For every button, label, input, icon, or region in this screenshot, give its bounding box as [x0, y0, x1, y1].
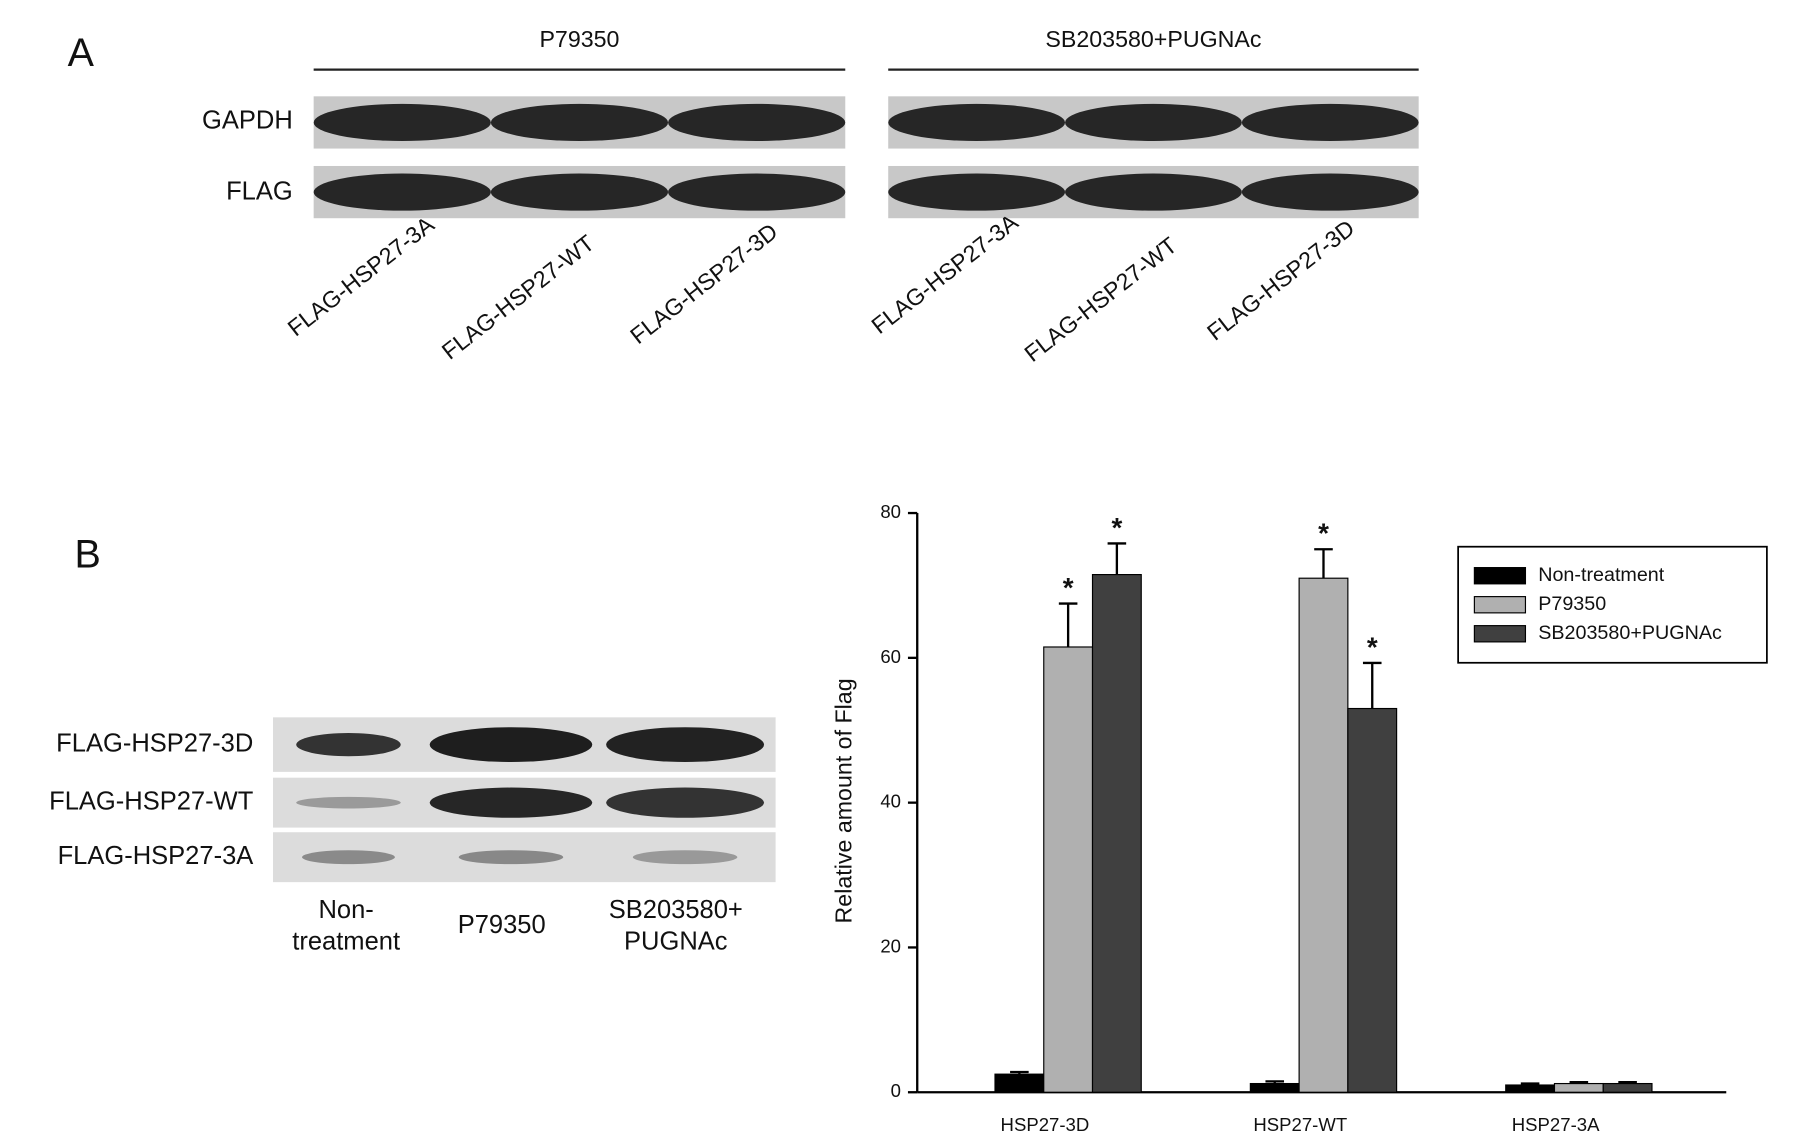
lane-label: FLAG-HSP27-3D — [1202, 215, 1359, 346]
x-tick-label: HSP27-3A — [1512, 1114, 1600, 1135]
y-tick-label: 40 — [880, 791, 901, 812]
error-bar — [1520, 1082, 1540, 1086]
error-bar — [1618, 1080, 1637, 1084]
blot-band — [1241, 103, 1419, 142]
significance-mark: * — [1367, 631, 1378, 662]
error-bar — [1010, 1070, 1029, 1075]
legend-label: P79350 — [1538, 593, 1606, 615]
bar — [994, 1073, 1045, 1093]
panel-label: B — [75, 533, 101, 577]
y-tick-label: 20 — [880, 935, 901, 956]
x-tick-label: HSP27-WT — [1253, 1114, 1347, 1135]
bar — [1602, 1082, 1653, 1093]
blot-band — [429, 727, 593, 763]
blot-band — [606, 727, 765, 763]
bar — [1347, 707, 1398, 1093]
y-tick-label: 60 — [880, 646, 901, 667]
row-label: FLAG — [226, 177, 293, 205]
bar — [1505, 1084, 1556, 1093]
blot-band — [632, 850, 738, 865]
row-label: GAPDH — [202, 107, 293, 135]
blot-band — [1065, 173, 1242, 211]
error-bar — [1265, 1080, 1285, 1084]
bar — [1553, 1082, 1604, 1093]
row-label: FLAG-HSP27-3A — [58, 842, 254, 870]
blot-band — [458, 850, 564, 865]
bar — [1298, 577, 1349, 1093]
y-tick-label: 80 — [880, 501, 901, 522]
blot-band — [313, 173, 491, 211]
lane-label: treatment — [292, 927, 400, 955]
error-bar — [1569, 1080, 1589, 1084]
lane-label: FLAG-HSP27-WT — [1019, 232, 1181, 367]
legend-swatch — [1473, 625, 1527, 643]
y-axis-label: Relative amount of Flag — [830, 678, 856, 923]
lane-label: FLAG-HSP27-WT — [437, 230, 599, 365]
error-bar — [1058, 602, 1078, 647]
group-label: SB203580+PUGNAc — [1045, 26, 1261, 52]
lane-label: Non- — [318, 896, 373, 924]
blot-band — [302, 850, 395, 865]
error-bar — [1314, 548, 1333, 579]
blot-band — [888, 103, 1066, 142]
group-label: P79350 — [539, 26, 619, 52]
legend-swatch — [1473, 596, 1527, 614]
lane-label: FLAG-HSP27-3A — [866, 209, 1023, 339]
lane-label: FLAG-HSP27-3D — [625, 218, 782, 349]
legend-label: SB203580+PUGNAc — [1538, 622, 1722, 644]
blot-band — [490, 173, 669, 211]
blot-band — [1065, 103, 1242, 142]
blot-band — [668, 173, 846, 211]
significance-mark: * — [1063, 572, 1074, 603]
error-bar — [1107, 542, 1127, 575]
error-bar — [1362, 661, 1382, 709]
blot-band — [606, 787, 765, 818]
blot-band — [429, 787, 593, 818]
significance-mark: * — [1111, 512, 1122, 543]
lane-label: PUGNAc — [624, 927, 728, 955]
blot-band — [313, 103, 491, 142]
legend-label: Non-treatment — [1538, 564, 1665, 586]
blot-band — [668, 103, 846, 142]
blot-band — [296, 796, 401, 809]
row-label: FLAG-HSP27-3D — [56, 729, 253, 757]
blot-band — [1241, 173, 1419, 211]
lane-label: FLAG-HSP27-3A — [283, 211, 440, 341]
lane-label: SB203580+ — [609, 896, 743, 924]
lane-label: P79350 — [458, 911, 546, 939]
blot-band — [490, 103, 669, 142]
legend-swatch — [1473, 567, 1527, 585]
bar — [1091, 574, 1142, 1093]
x-tick-label: HSP27-3D — [1001, 1114, 1090, 1135]
panel-label: A — [68, 31, 95, 75]
y-tick-label: 0 — [891, 1080, 901, 1101]
significance-mark: * — [1318, 518, 1329, 549]
row-label: FLAG-HSP27-WT — [49, 787, 253, 815]
bar — [1249, 1082, 1300, 1093]
bar — [1043, 646, 1094, 1093]
blot-band — [888, 173, 1066, 211]
blot-band — [296, 733, 401, 757]
